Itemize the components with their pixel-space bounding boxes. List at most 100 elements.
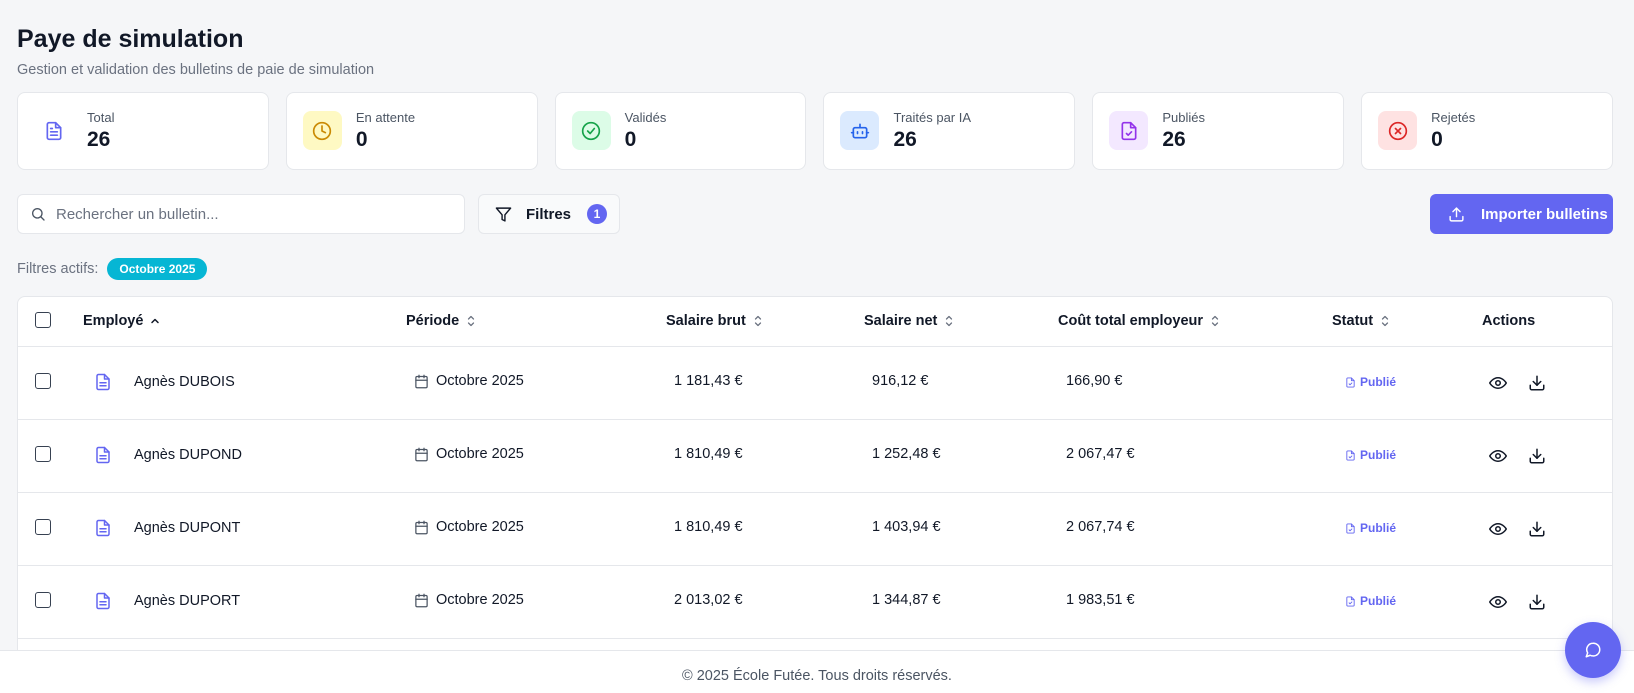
column-header-actions: Actions: [1482, 313, 1535, 329]
column-label: Période: [406, 313, 460, 329]
chat-icon: [1585, 642, 1601, 658]
employer-cost: 2 067,47 €: [1066, 446, 1135, 462]
stat-value: 0: [1431, 128, 1443, 151]
column-label: Coût total employeur: [1058, 313, 1204, 329]
download-icon[interactable]: [1528, 593, 1546, 611]
document-icon: [96, 373, 110, 391]
file-check-icon: [1346, 376, 1355, 388]
sort-icon: [1211, 315, 1219, 327]
check-circle-icon: [571, 111, 611, 150]
upload-icon: [1449, 206, 1464, 222]
file-check-icon: [1109, 111, 1149, 150]
row-checkbox[interactable]: [35, 519, 51, 535]
stat-label: Traités par IA: [893, 110, 972, 125]
import-label: Importer bulletins: [1481, 205, 1608, 223]
stat-value: 26: [1162, 128, 1186, 151]
table-row: Agnès DUPORT Octobre 2025 2 013,02 € 1 3…: [18, 566, 1612, 639]
select-all-checkbox[interactable]: [35, 312, 51, 328]
period-cell: Octobre 2025: [414, 373, 524, 389]
employee-cell: Agnès DUPOND: [94, 446, 242, 464]
stat-card-rejected: Rejetés 0: [1361, 92, 1613, 170]
clock-icon: [302, 111, 342, 150]
calendar-icon: [415, 593, 428, 607]
status-text: Publié: [1360, 448, 1397, 462]
view-icon[interactable]: [1489, 447, 1507, 465]
employee-name: Agnès DUPORT: [134, 593, 241, 609]
filters-count-badge: 1: [587, 204, 608, 224]
gross-salary: 1 810,49 €: [674, 446, 743, 462]
employee-cell: Agnès DUPONT: [94, 519, 240, 537]
stat-card-ai: Traités par IA 26: [823, 92, 1076, 170]
search-icon: [32, 208, 45, 221]
search-input[interactable]: [56, 205, 436, 223]
stat-label: Total: [87, 110, 115, 125]
stat-card-total: Total 26: [17, 92, 269, 170]
download-icon[interactable]: [1528, 447, 1546, 465]
status-badge: Publié: [1345, 521, 1396, 535]
sort-icon: [468, 315, 475, 327]
footer-copyright: © 2025 École Futée. Tous droits réservés…: [682, 668, 952, 684]
stat-label: En attente: [355, 110, 416, 125]
gross-salary: 2 013,02 €: [674, 592, 743, 608]
filter-icon: [495, 206, 512, 222]
column-header-period[interactable]: Période: [406, 313, 477, 329]
status-text: Publié: [1360, 594, 1397, 608]
stat-card-pending: En attente 0: [285, 92, 538, 170]
page-title: Paye de simulation: [17, 25, 244, 53]
table-header: Employé Période Salaire brut Salaire net…: [18, 297, 1612, 347]
stat-label: Rejetés: [1431, 110, 1476, 125]
view-icon[interactable]: [1489, 520, 1507, 538]
employer-cost: 1 983,51 €: [1066, 592, 1135, 608]
period-text: Octobre 2025: [436, 592, 524, 608]
import-bulletins-button[interactable]: Importer bulletins: [1430, 194, 1613, 234]
stat-value: 26: [87, 128, 111, 151]
row-checkbox[interactable]: [35, 373, 51, 389]
download-icon[interactable]: [1528, 374, 1546, 392]
view-icon[interactable]: [1489, 593, 1507, 611]
robot-icon: [840, 111, 880, 150]
employer-cost: 166,90 €: [1066, 373, 1123, 389]
page-subtitle: Gestion et validation des bulletins de p…: [17, 62, 375, 78]
column-header-gross[interactable]: Salaire brut: [666, 313, 764, 329]
stat-value: 0: [624, 128, 637, 151]
stat-card-validated: Validés 0: [554, 92, 807, 170]
column-label: Statut: [1332, 313, 1374, 329]
employee-cell: Agnès DUPORT: [94, 592, 240, 610]
employee-name: Agnès DUPONT: [134, 520, 241, 536]
status-badge: Publié: [1345, 448, 1396, 462]
filters-button[interactable]: Filtres 1: [478, 194, 620, 234]
chat-button[interactable]: [1565, 622, 1621, 678]
status-badge: Publié: [1345, 375, 1396, 389]
document-icon: [96, 592, 110, 610]
column-header-employer-cost[interactable]: Coût total employeur: [1058, 313, 1221, 329]
column-header-net[interactable]: Salaire net: [864, 313, 955, 329]
sort-ascending-icon: [151, 318, 160, 324]
period-text: Octobre 2025: [436, 519, 524, 535]
stats-row: Total 26 En attente 0 Validés 0 Traités …: [17, 92, 1613, 170]
view-icon[interactable]: [1489, 374, 1507, 392]
file-check-icon: [1346, 595, 1355, 607]
row-checkbox[interactable]: [35, 446, 51, 462]
document-icon: [34, 111, 73, 150]
footer: © 2025 École Futée. Tous droits réservés…: [0, 650, 1634, 693]
active-filters: Filtres actifs: Octobre 2025: [17, 258, 208, 280]
column-label: Actions: [1482, 313, 1536, 329]
active-filters-label: Filtres actifs:: [17, 261, 99, 277]
column-label: Employé: [83, 313, 144, 329]
file-check-icon: [1346, 522, 1355, 534]
bulletins-table: Employé Période Salaire brut Salaire net…: [17, 296, 1613, 693]
column-header-status[interactable]: Statut: [1332, 313, 1391, 329]
stat-value: 0: [355, 128, 368, 151]
stat-card-published: Publiés 26: [1092, 92, 1345, 170]
period-cell: Octobre 2025: [414, 519, 524, 535]
row-checkbox[interactable]: [35, 592, 51, 608]
filter-chip[interactable]: Octobre 2025: [107, 258, 208, 280]
column-label: Salaire brut: [666, 313, 746, 329]
sort-icon: [754, 315, 761, 327]
calendar-icon: [415, 520, 428, 534]
column-header-employee[interactable]: Employé: [83, 313, 161, 329]
filters-label: Filtres: [526, 205, 572, 223]
calendar-icon: [415, 447, 428, 461]
table-row: Agnès DUPOND Octobre 2025 1 810,49 € 1 2…: [18, 420, 1612, 493]
download-icon[interactable]: [1528, 520, 1546, 538]
